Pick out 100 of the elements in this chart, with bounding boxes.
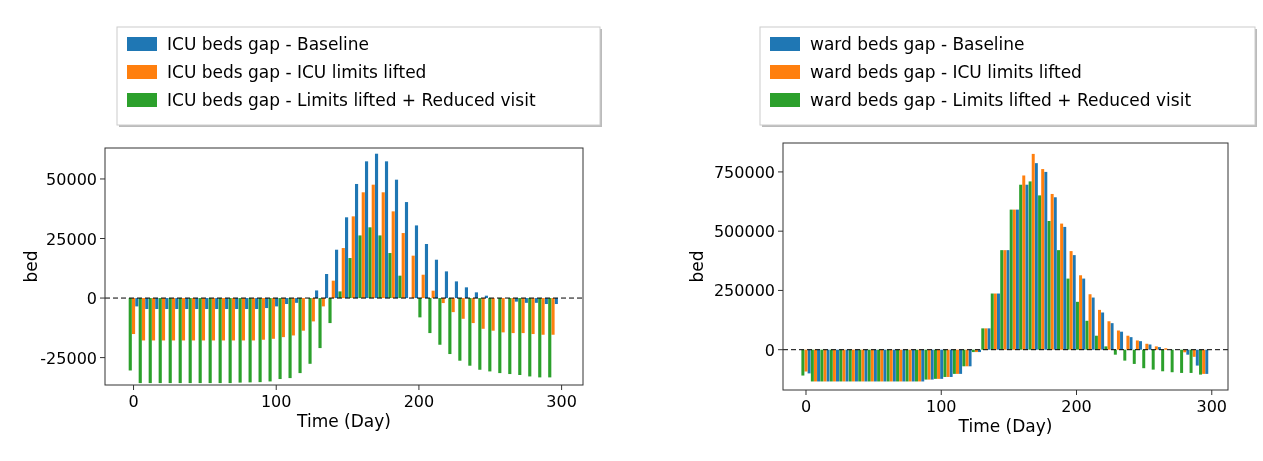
bar [531,298,535,335]
bar [374,153,379,299]
bar [211,298,216,341]
bar [414,225,419,299]
legend-label: ward beds gap - Baseline [810,34,1025,54]
bar [1142,349,1146,369]
bar [1050,193,1054,350]
bar [1161,349,1165,372]
bar [364,161,369,299]
bar [171,298,176,341]
bar [318,298,322,349]
bar [1038,195,1042,350]
bar [1101,312,1105,350]
bar [1022,175,1026,350]
bar [394,179,399,299]
bar [401,233,405,299]
legend-label: ICU beds gap - Baseline [167,34,370,54]
bar [428,298,432,334]
bar [381,192,385,299]
bar [956,349,959,374]
bar [461,298,465,319]
bar [1195,349,1199,366]
bar [1047,220,1051,350]
bar [451,298,455,313]
bar [165,298,169,310]
bar [471,298,475,324]
bar [371,184,375,299]
x-tick-label: 100 [925,397,957,416]
bar [438,298,442,345]
x-axis-title: Time (Day) [957,416,1053,436]
x-tick-label: 200 [1061,397,1092,416]
bar [481,298,485,329]
legend-label: ICU beds gap - Limits lifted + Reduced visit [167,90,536,110]
bar [361,192,365,299]
x-tick-label: 100 [260,392,292,411]
bar [1116,330,1120,350]
bar [384,161,389,299]
bar [291,298,295,336]
legend-label: ICU beds gap - ICU limits lifted [167,62,427,82]
y-tick-label: 0 [764,340,775,360]
bar [959,349,963,374]
bar [1019,184,1023,350]
bar [1094,335,1098,350]
bar [258,298,262,383]
bar [208,298,212,384]
y-axis-title: bed [687,250,707,283]
bar [138,298,142,384]
bar [221,298,225,341]
bar [198,298,202,384]
bar [1072,255,1076,350]
x-tick-label: 0 [128,392,139,411]
bar [378,235,382,299]
bar [148,298,152,384]
bar [1120,331,1124,350]
bar [261,298,265,340]
legend-label: ward beds gap - ICU limits lifted [810,62,1082,82]
bar [548,298,552,378]
bar [175,298,179,310]
bar [551,298,555,335]
bar [518,298,522,375]
bar [298,298,302,374]
bar [201,298,206,341]
bar [231,298,235,341]
y-tick-label: -25000 [40,348,97,368]
bar [1113,349,1117,355]
bar [801,349,805,376]
bar [448,298,452,355]
bar [915,349,918,382]
bar [288,298,292,379]
bar [1151,349,1155,370]
bar [1135,340,1139,350]
bar [308,298,312,364]
bar [538,298,542,378]
bar [348,258,352,299]
bar [511,298,515,334]
bar [498,298,502,374]
bar [1189,349,1193,373]
bar [1085,320,1089,350]
y-axis-title: bed [21,250,41,283]
bar [1075,301,1079,350]
y-tick-label: 0 [86,289,97,309]
bar [1180,349,1184,373]
bar [178,298,182,384]
x-tick-label: 300 [546,392,577,411]
bar [1057,250,1061,350]
bar [345,217,349,299]
bar [501,298,505,333]
bar [1031,153,1035,350]
bar [181,298,186,341]
bar [245,298,249,310]
bar [301,298,305,331]
y-tick-label: 500000 [713,222,775,242]
legend-label: ward beds gap - Limits lifted + Reduced visit [810,90,1192,110]
bar [1053,197,1057,350]
bar [541,298,545,335]
bar [278,298,282,380]
bar [328,298,332,324]
bar [424,243,429,299]
bar [251,298,255,341]
x-tick-label: 200 [403,392,435,411]
